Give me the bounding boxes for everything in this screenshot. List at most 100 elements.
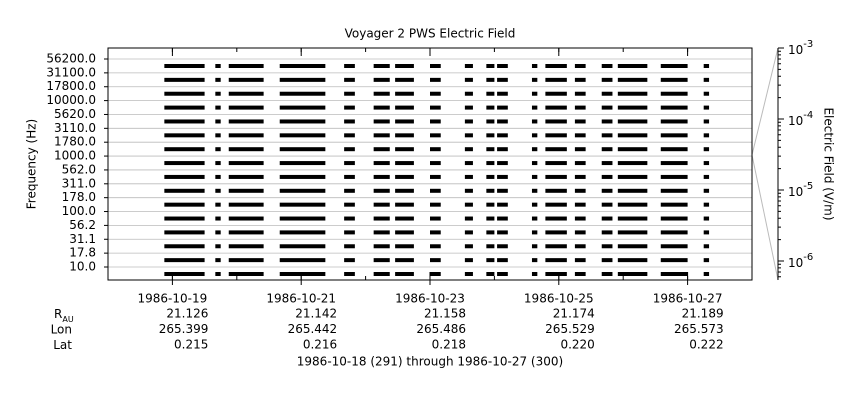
ephemeris-name: R bbox=[54, 307, 62, 321]
data-segment bbox=[497, 258, 508, 263]
ephemeris-value: 265.573 bbox=[674, 322, 724, 336]
data-segment bbox=[164, 133, 205, 138]
data-segment bbox=[344, 272, 355, 276]
data-segment bbox=[486, 147, 495, 152]
data-segment bbox=[660, 64, 688, 68]
data-segment bbox=[574, 272, 586, 276]
data-segment bbox=[601, 77, 613, 82]
data-segment bbox=[279, 64, 326, 68]
data-segment bbox=[497, 147, 508, 152]
data-segment bbox=[344, 64, 355, 68]
data-segment bbox=[574, 77, 586, 82]
data-segment bbox=[601, 64, 613, 68]
data-segment bbox=[164, 272, 205, 276]
data-segment bbox=[215, 272, 221, 276]
data-segment bbox=[228, 216, 264, 221]
data-segment bbox=[617, 230, 648, 235]
data-segment bbox=[464, 174, 473, 179]
data-segment bbox=[545, 258, 567, 263]
data-segment bbox=[617, 147, 648, 152]
data-segment bbox=[660, 188, 688, 193]
data-segment bbox=[486, 133, 495, 138]
data-segment bbox=[164, 105, 205, 110]
data-segment bbox=[531, 244, 538, 249]
data-segment bbox=[395, 188, 414, 193]
data-segment bbox=[395, 77, 414, 82]
data-segment bbox=[601, 188, 613, 193]
data-segment bbox=[617, 119, 648, 124]
data-segment bbox=[228, 202, 264, 207]
data-segment bbox=[373, 258, 390, 263]
data-segment bbox=[531, 188, 538, 193]
data-segment bbox=[531, 202, 538, 207]
data-segment bbox=[228, 188, 264, 193]
data-segment bbox=[574, 230, 586, 235]
data-segment bbox=[660, 77, 688, 82]
data-segment bbox=[531, 174, 538, 179]
data-segment bbox=[164, 147, 205, 152]
data-segment bbox=[545, 133, 567, 138]
data-segment bbox=[574, 161, 586, 166]
data-segment bbox=[601, 244, 613, 249]
data-segment bbox=[164, 77, 205, 82]
y2-tick-exponent: -3 bbox=[803, 39, 813, 50]
data-segment bbox=[279, 202, 326, 207]
data-segment bbox=[279, 119, 326, 124]
data-segment bbox=[545, 202, 567, 207]
data-segment bbox=[279, 105, 326, 110]
data-segment bbox=[430, 272, 441, 276]
data-segment bbox=[228, 77, 264, 82]
data-segment bbox=[545, 188, 567, 193]
data-segment bbox=[703, 105, 710, 110]
data-segment bbox=[601, 147, 613, 152]
data-segment bbox=[703, 161, 710, 166]
x-tick-label: 1986-10-23 bbox=[395, 292, 465, 306]
data-segment bbox=[395, 161, 414, 166]
data-segment bbox=[464, 230, 473, 235]
connector bbox=[751, 47, 779, 156]
data-segment bbox=[344, 174, 355, 179]
data-segment bbox=[617, 64, 648, 68]
data-segment bbox=[660, 216, 688, 221]
data-segment bbox=[660, 147, 688, 152]
data-segment bbox=[601, 258, 613, 263]
data-segment bbox=[497, 230, 508, 235]
data-segment bbox=[601, 230, 613, 235]
data-segment bbox=[617, 272, 648, 276]
data-segment bbox=[574, 91, 586, 96]
data-segment bbox=[164, 91, 205, 96]
data-segment bbox=[164, 174, 205, 179]
data-segment bbox=[373, 244, 390, 249]
data-segment bbox=[215, 202, 221, 207]
data-segment bbox=[497, 161, 508, 166]
data-segment bbox=[215, 258, 221, 263]
data-segment bbox=[373, 202, 390, 207]
data-segment bbox=[497, 133, 508, 138]
data-segment bbox=[703, 91, 710, 96]
data-segment bbox=[430, 161, 441, 166]
ephemeris-name: Lon bbox=[51, 322, 72, 336]
data-segment bbox=[545, 244, 567, 249]
data-segment bbox=[660, 272, 688, 276]
data-segment bbox=[531, 64, 538, 68]
data-segment bbox=[164, 188, 205, 193]
data-segment bbox=[344, 105, 355, 110]
data-segment bbox=[601, 202, 613, 207]
y2-tick-label: 10-5 bbox=[788, 181, 813, 199]
data-segment bbox=[601, 272, 613, 276]
data-segment bbox=[660, 119, 688, 124]
data-segment bbox=[215, 64, 221, 68]
data-segment bbox=[464, 119, 473, 124]
data-segment bbox=[373, 272, 390, 276]
data-segment bbox=[703, 174, 710, 179]
data-segment bbox=[373, 161, 390, 166]
data-segment bbox=[279, 258, 326, 263]
data-segment bbox=[464, 105, 473, 110]
ephemeris-value: 265.399 bbox=[159, 322, 209, 336]
data-segment bbox=[601, 91, 613, 96]
data-segment bbox=[703, 133, 710, 138]
data-segment bbox=[228, 258, 264, 263]
y2-tick-base: 10 bbox=[788, 113, 803, 127]
data-segment bbox=[703, 258, 710, 263]
